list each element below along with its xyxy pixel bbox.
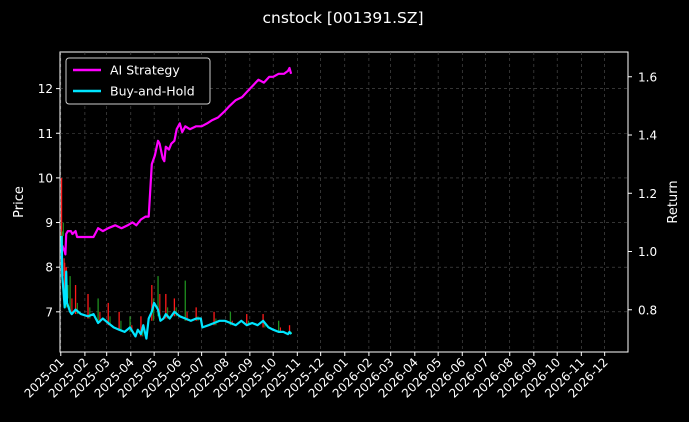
left-tick-label: 9 bbox=[45, 216, 53, 230]
grid-lines bbox=[60, 52, 628, 352]
right-tick-label: 1.4 bbox=[638, 129, 657, 143]
left-tick-label: 11 bbox=[38, 127, 53, 141]
legend-label-ai-strategy: AI Strategy bbox=[110, 63, 180, 78]
right-axis-label: Return bbox=[666, 180, 681, 223]
left-y-axis: 7 8 9 10 11 12 bbox=[38, 82, 60, 319]
legend-box bbox=[65, 57, 211, 105]
legend: AI Strategy Buy-and-Hold bbox=[65, 57, 211, 105]
right-tick-label: 1.2 bbox=[638, 187, 657, 201]
series-line-ai-strategy bbox=[60, 66, 293, 256]
right-tick-label: 0.8 bbox=[638, 303, 657, 317]
left-tick-label: 7 bbox=[45, 305, 53, 319]
right-tick-label: 1.0 bbox=[638, 245, 657, 259]
legend-label-buy-and-hold: Buy-and-Hold bbox=[110, 84, 195, 99]
left-tick-label: 10 bbox=[38, 171, 53, 185]
left-axis-label: Price bbox=[12, 186, 27, 218]
series-line-buy-and-hold bbox=[60, 235, 292, 340]
chart-title: cnstock [001391.SZ] bbox=[262, 9, 423, 27]
right-tick-label: 1.6 bbox=[638, 70, 657, 84]
right-y-axis: 0.8 1.0 1.2 1.4 1.6 bbox=[628, 70, 657, 317]
left-tick-label: 12 bbox=[38, 82, 53, 96]
left-tick-label: 8 bbox=[45, 261, 53, 275]
series-lines bbox=[60, 66, 293, 340]
x-axis: 2025-012025-022025-032025-042025-052025-… bbox=[22, 352, 611, 401]
